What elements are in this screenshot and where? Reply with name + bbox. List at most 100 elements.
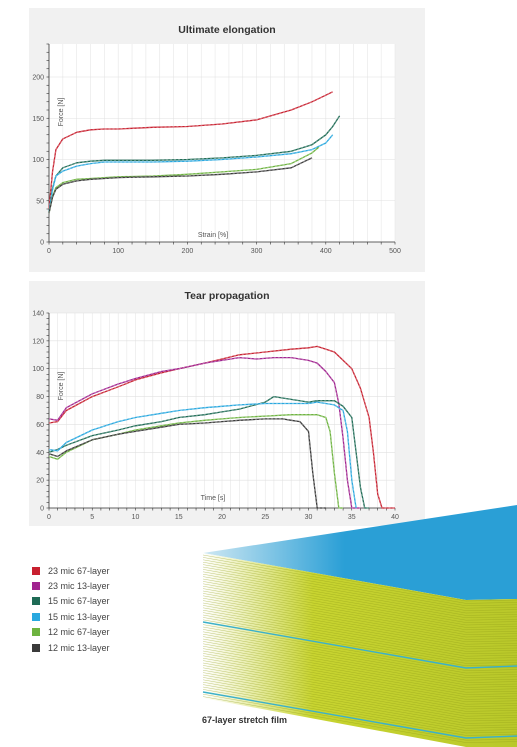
legend-item: 23 mic 13-layer xyxy=(32,578,110,593)
series-line xyxy=(48,91,333,210)
film-layer-line xyxy=(202,561,467,609)
film-layer-line xyxy=(202,590,467,638)
y-axis-label: Force [N] xyxy=(58,98,65,127)
film-layer-line xyxy=(202,585,467,633)
y-tick-label: 150 xyxy=(32,116,44,123)
x-tick-label: 100 xyxy=(112,248,124,255)
film-layer-line xyxy=(465,726,517,729)
y-tick-label: 80 xyxy=(36,394,44,401)
film-layer-line xyxy=(202,554,467,602)
film-layer-line xyxy=(202,571,467,619)
film-layer-line xyxy=(465,707,517,710)
film-layer-line xyxy=(465,741,517,743)
x-tick-label: 0 xyxy=(47,248,51,255)
film-layer-line xyxy=(465,702,517,705)
film-layer-line xyxy=(465,700,517,703)
y-tick-label: 40 xyxy=(36,450,44,457)
film-layer-line xyxy=(465,664,517,667)
film-layer-line xyxy=(465,698,517,700)
film-layer-line xyxy=(202,597,467,645)
film-stripe xyxy=(202,621,517,669)
film-layer-line xyxy=(202,650,467,698)
film-layer-line xyxy=(202,614,467,662)
film-layer-line xyxy=(202,653,467,700)
film-layer-line xyxy=(202,578,467,626)
film-layer-line xyxy=(202,559,467,607)
series-line-highlight xyxy=(48,115,340,213)
film-layer-line xyxy=(202,573,467,621)
y-tick-label: 60 xyxy=(36,422,44,429)
series-line-highlight xyxy=(48,146,320,214)
film-layer-line xyxy=(465,628,517,631)
chart-title: Ultimate elongation xyxy=(178,24,276,36)
film-layer-line xyxy=(202,689,467,736)
x-tick-label: 500 xyxy=(389,248,401,255)
legend-label: 23 mic 67-layer xyxy=(48,565,110,576)
film-layer-line xyxy=(465,690,517,693)
film-layer-line xyxy=(202,626,467,674)
x-tick-label: 0 xyxy=(47,514,51,521)
y-tick-label: 100 xyxy=(32,366,44,373)
film-layer-line xyxy=(202,660,467,707)
tear-chart-panel: Tear propagation 0 5 10 15 20 25 30 35 40 0 20 40 60… xyxy=(29,281,425,526)
legend-label: 12 mic 13-layer xyxy=(48,642,110,653)
film-layer-line xyxy=(202,684,467,731)
film-layer-line xyxy=(202,564,467,611)
film-layer-line xyxy=(465,642,517,645)
film-layer-line xyxy=(202,607,467,655)
film-layer-line xyxy=(202,638,467,686)
film-layer-line xyxy=(465,609,517,611)
x-tick-label: 25 xyxy=(261,514,269,521)
x-tick-label: 15 xyxy=(175,514,183,521)
film-layer-line xyxy=(465,614,517,616)
x-tick-label: 200 xyxy=(182,248,194,255)
x-tick-label: 35 xyxy=(348,514,356,521)
film-layer-line xyxy=(465,681,517,683)
y-tick-label: 0 xyxy=(40,506,44,513)
film-layer-line xyxy=(202,619,467,667)
film-layer-line xyxy=(202,696,467,743)
film-layer-line xyxy=(202,633,467,681)
film-layer-line xyxy=(465,722,517,724)
x-tick-label: 30 xyxy=(305,514,313,521)
film-layer-line xyxy=(465,686,517,688)
film-layer-line xyxy=(465,678,517,681)
y-axis-label: Force [N] xyxy=(58,372,65,401)
film-layer-line xyxy=(202,677,467,724)
film-layer-line xyxy=(202,665,467,712)
film-layer-line xyxy=(465,604,517,607)
series-line xyxy=(48,418,326,509)
film-layer-line xyxy=(465,621,517,623)
elongation-chart: 0 100 200 300 400 500 0 50 100 150 200 Strain [%] Fo… xyxy=(32,43,401,255)
film-layer-line xyxy=(202,648,467,695)
film-layer-line xyxy=(465,662,517,664)
y-tick-label: 140 xyxy=(32,311,44,318)
film-layer-line xyxy=(465,731,517,734)
film-layer-line xyxy=(465,635,517,638)
film-layer-line xyxy=(465,645,517,647)
film-layer-line xyxy=(202,667,467,715)
x-axis-label: Time [s] xyxy=(201,495,226,502)
legend-swatch xyxy=(32,628,40,637)
film-layer-line xyxy=(202,693,467,741)
tear-chart: 0 5 10 15 20 25 30 35 40 0 20 40 60 80 100 120 140 Time [… xyxy=(32,311,399,522)
y-tick-label: 20 xyxy=(36,478,44,485)
film-layer-line xyxy=(202,631,467,679)
film-layer-line xyxy=(202,595,467,643)
film-layer-line xyxy=(465,674,517,676)
x-tick-label: 20 xyxy=(218,514,226,521)
legend-swatch xyxy=(32,566,40,575)
series-line-highlight xyxy=(48,401,357,509)
elongation-chart-panel: Ultimate elongation 0 100 200 300 400 500 0 50 1… xyxy=(29,8,425,272)
film-layer-line xyxy=(202,612,467,659)
legend-item: 12 mic 13-layer xyxy=(32,640,110,655)
y-tick-label: 50 xyxy=(36,198,44,205)
film-stripe xyxy=(202,691,517,739)
legend-swatch xyxy=(32,597,40,606)
film-layer-line xyxy=(465,652,517,655)
chart-title: Tear propagation xyxy=(184,290,270,302)
legend-item: 15 mic 13-layer xyxy=(32,609,110,624)
film-layer-line xyxy=(202,605,467,652)
film-layer-line xyxy=(465,695,517,698)
